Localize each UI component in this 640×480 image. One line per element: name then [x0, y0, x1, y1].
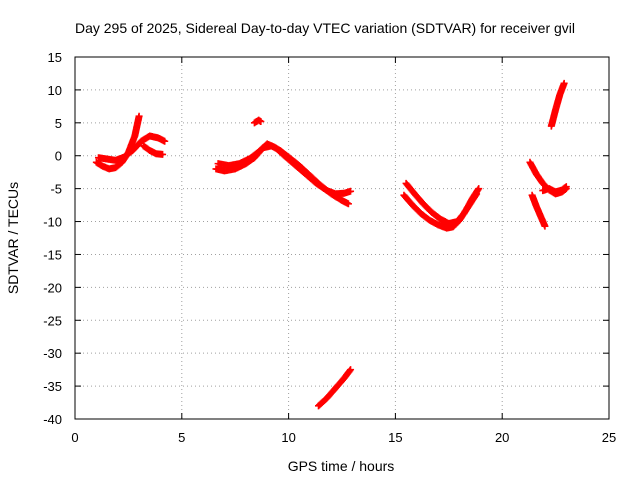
x-tick-label: 20: [495, 430, 509, 445]
plot-frame: [74, 56, 610, 420]
data-point: [561, 183, 569, 191]
chart-title: Day 295 of 2025, Sidereal Day-to-day VTE…: [75, 20, 575, 36]
data-point: [475, 185, 483, 193]
x-tick-label: 10: [281, 430, 295, 445]
series-arc-5a: [528, 191, 549, 230]
y-tick-label: 5: [55, 116, 62, 131]
data-point: [346, 367, 354, 375]
data-point: [347, 366, 355, 374]
x-tick-label: 5: [178, 430, 185, 445]
data-point: [159, 150, 167, 158]
series-arc-4b: [402, 179, 481, 228]
data-point: [344, 200, 352, 208]
axis-ticks: 0 5 10 15 20 25 15 10 5 0 -5 -10 -15 -20 -25 -30 -35 -40: [43, 50, 616, 445]
data-point: [473, 190, 481, 198]
data-point: [161, 137, 169, 145]
x-tick-label: 25: [602, 430, 616, 445]
x-tick-label: 0: [71, 430, 78, 445]
x-axis-title: GPS time / hours: [288, 458, 395, 474]
x-tick-label: 15: [388, 430, 402, 445]
series-arc-5c: [539, 183, 570, 196]
y-tick-label: 10: [48, 83, 62, 98]
grid-lines: [75, 57, 609, 419]
y-tick-label: -20: [43, 280, 62, 295]
y-tick-label: -15: [43, 247, 62, 262]
data-points: [92, 79, 570, 410]
y-tick-label: 0: [55, 149, 62, 164]
series-arc-2b: [214, 140, 355, 198]
series-arc-5d: [547, 79, 568, 130]
series-arc-1c: [139, 142, 167, 158]
y-tick-label: -25: [43, 313, 62, 328]
series-arc-3: [315, 366, 355, 410]
data-point: [257, 118, 265, 126]
series-arc-1b: [94, 132, 169, 164]
y-axis-title: SDTVAR / TECUs: [5, 182, 21, 294]
data-point: [135, 112, 143, 120]
y-tick-label: -5: [50, 182, 62, 197]
y-tick-label: -10: [43, 215, 62, 230]
y-tick-label: -35: [43, 379, 62, 394]
data-point: [560, 79, 568, 87]
data-point: [562, 183, 570, 191]
y-tick-label: -30: [43, 346, 62, 361]
data-point: [541, 222, 549, 230]
data-point: [347, 187, 355, 195]
y-tick-label: 15: [48, 50, 62, 65]
y-tick-label: -40: [43, 412, 62, 427]
series-arc-2c: [250, 116, 265, 127]
